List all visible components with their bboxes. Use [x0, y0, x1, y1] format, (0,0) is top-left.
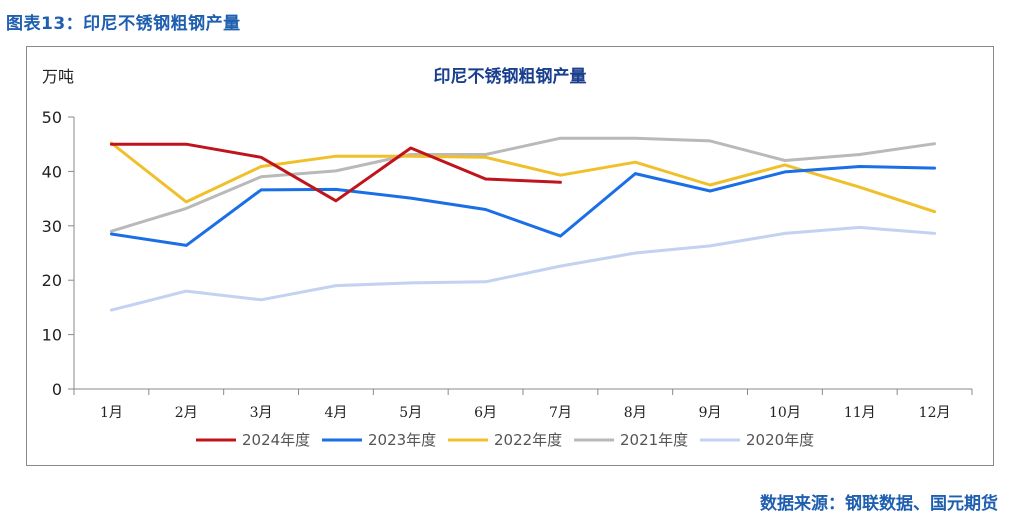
x-tick-label: 3月 — [250, 405, 273, 421]
y-axis-unit-label: 万吨 — [42, 67, 74, 86]
x-tick-label: 12月 — [919, 405, 951, 421]
figure-title: 图表13：印尼不锈钢粗钢产量 — [6, 14, 241, 34]
y-tick-label: 0 — [52, 380, 62, 399]
x-tick-label: 9月 — [699, 405, 722, 421]
series-line-2022年度 — [109, 141, 937, 214]
series-line-2020年度 — [109, 225, 937, 312]
x-tick-label: 7月 — [549, 405, 572, 421]
x-tick-label: 10月 — [769, 405, 801, 421]
x-tick-label: 4月 — [324, 405, 347, 421]
y-tick-label: 30 — [42, 217, 62, 236]
series-line-2023年度 — [109, 165, 937, 247]
y-tick-label: 10 — [42, 326, 62, 345]
legend-label: 2024年度 — [242, 431, 310, 449]
legend-label: 2021年度 — [620, 431, 688, 449]
x-tick-label: 5月 — [399, 405, 422, 421]
x-tick-label: 8月 — [624, 405, 647, 421]
data-source: 数据来源：钢联数据、国元期货 — [760, 494, 998, 514]
legend-label: 2023年度 — [368, 431, 436, 449]
series-line-2024年度 — [109, 142, 562, 203]
x-tick-label: 2月 — [175, 405, 198, 421]
x-tick-label: 6月 — [474, 405, 497, 421]
x-tick-label: 1月 — [100, 405, 123, 421]
y-tick-label: 20 — [42, 271, 62, 290]
y-tick-label: 50 — [42, 108, 62, 127]
chart-title: 印尼不锈钢粗钢产量 — [434, 66, 587, 87]
legend-label: 2020年度 — [746, 431, 814, 449]
chart-frame — [26, 46, 994, 466]
y-tick-label: 40 — [42, 162, 62, 181]
series-line-2021年度 — [109, 136, 937, 233]
x-tick-label: 11月 — [844, 405, 876, 421]
legend-label: 2022年度 — [494, 431, 562, 449]
